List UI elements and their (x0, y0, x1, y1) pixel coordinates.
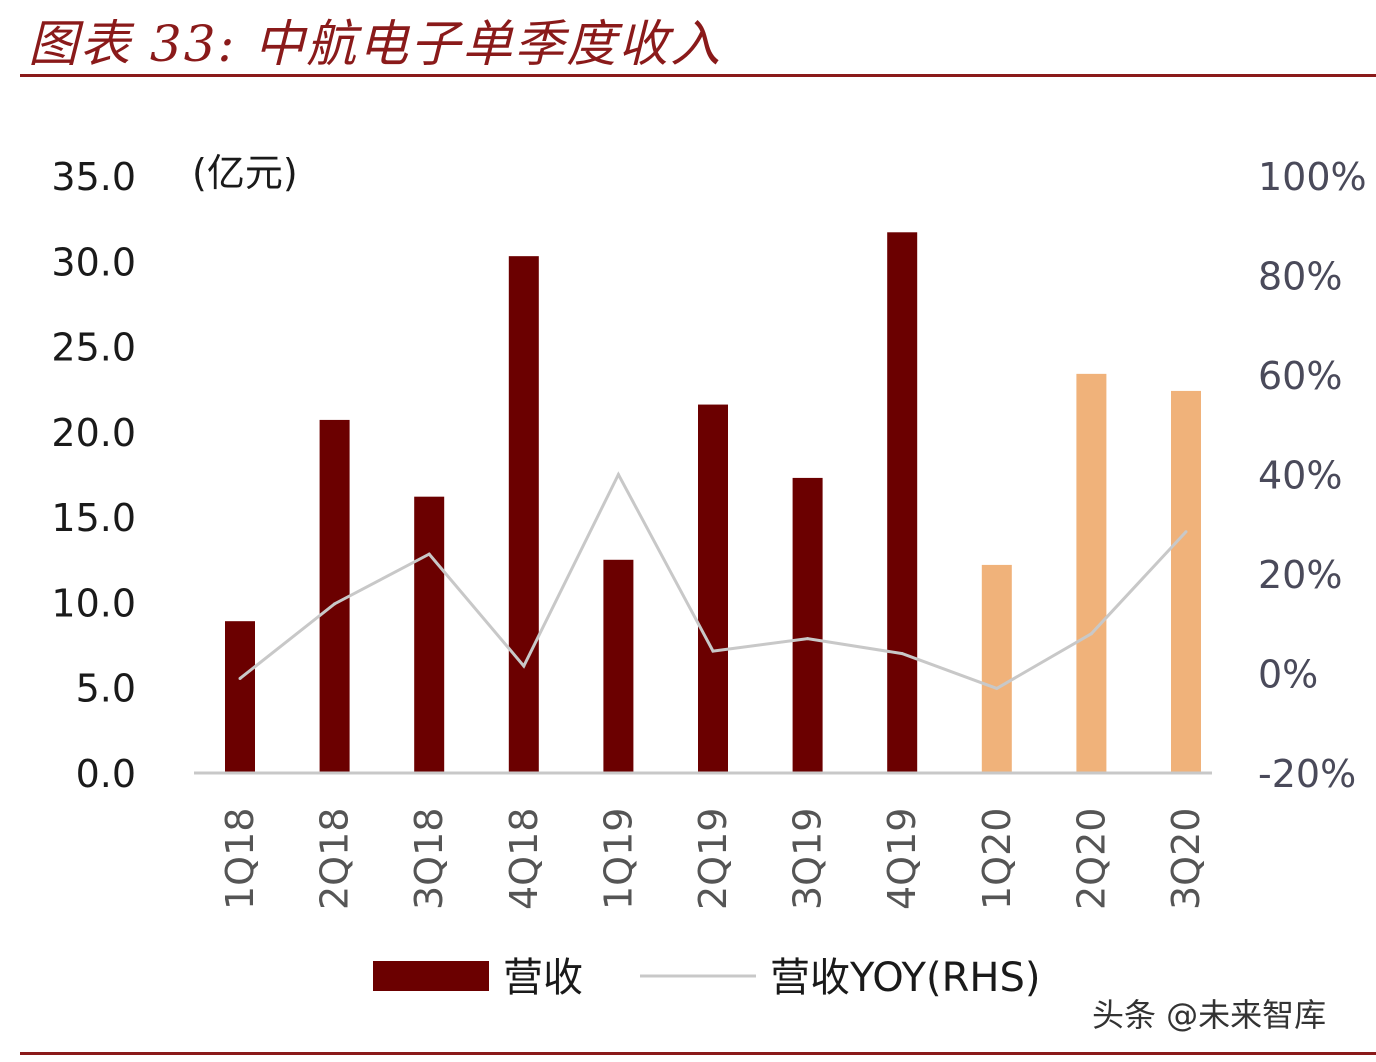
revenue-bar (603, 559, 634, 773)
x-axis-tick-label: 2Q18 (313, 808, 357, 910)
revenue-bar (1076, 373, 1107, 773)
revenue-bar (414, 496, 445, 773)
yoy-point (616, 473, 620, 476)
yoy-point (238, 676, 242, 680)
x-axis-tick-label: 2Q20 (1069, 808, 1113, 910)
right-axis-tick-label: -20% (1258, 752, 1356, 796)
legend-bar-label: 营收 (503, 955, 583, 1001)
right-axis: -20% 0% 20% 40% 60% 80% 100% (1258, 155, 1367, 796)
yoy-point (1089, 632, 1093, 636)
bottom-rule (20, 1052, 1376, 1055)
x-axis-tick-label: 1Q20 (975, 808, 1019, 910)
yoy-point (427, 552, 431, 556)
yoy-point (806, 637, 810, 641)
yoy-point (900, 652, 904, 656)
left-axis-tick-label: 30.0 (51, 240, 136, 284)
x-axis-tick-label: 4Q19 (880, 808, 924, 910)
right-axis-tick-label: 40% (1258, 454, 1342, 498)
left-axis-tick-label: 5.0 (76, 667, 136, 711)
left-axis: 0.0 5.0 10.0 15.0 20.0 25.0 30.0 35.0 (51, 155, 136, 796)
x-axis-tick-label: 3Q18 (407, 808, 451, 910)
yoy-line-series (238, 471, 1188, 691)
x-axis-labels: 1Q18 2Q18 3Q18 4Q18 1Q19 2Q19 3Q19 4Q19 1Q20 2Q20… (218, 808, 1208, 910)
left-axis-tick-label: 20.0 (51, 411, 136, 455)
revenue-bar (981, 564, 1012, 773)
x-axis-tick-label: 2Q19 (691, 808, 735, 910)
revenue-bar (1171, 390, 1201, 773)
x-axis-tick-label: 3Q19 (786, 808, 830, 910)
left-axis-tick-label: 25.0 (51, 326, 136, 370)
left-axis-tick-label: 15.0 (51, 496, 136, 540)
yoy-point (1184, 530, 1188, 534)
yoy-point (995, 686, 999, 690)
title-rule (20, 74, 1376, 77)
right-axis-tick-label: 20% (1258, 553, 1342, 597)
legend: 营收 营收YOY(RHS) (373, 955, 1040, 1001)
watermark: 头条 @未来智库 (1092, 996, 1326, 1034)
x-axis-tick-label: 3Q20 (1164, 808, 1208, 910)
revenue-bar (887, 232, 918, 773)
revenue-bar (698, 404, 728, 773)
right-axis-tick-label: 60% (1258, 354, 1342, 398)
left-axis-tick-label: 35.0 (51, 155, 136, 199)
left-axis-tick-label: 10.0 (51, 581, 136, 625)
yoy-point (333, 602, 337, 606)
yoy-point (522, 664, 526, 668)
legend-bar-swatch (373, 961, 489, 991)
right-axis-tick-label: 80% (1258, 255, 1342, 299)
revenue-bar (508, 256, 539, 773)
x-axis-tick-label: 4Q18 (502, 808, 546, 910)
right-axis-tick-label: 100% (1258, 155, 1367, 199)
figure-title: 图表 33: 中航电子单季度收入 (28, 15, 723, 73)
revenue-bar (319, 419, 350, 773)
revenue-bar (225, 621, 255, 773)
legend-line-label: 营收YOY(RHS) (770, 955, 1040, 1001)
right-axis-tick-label: 0% (1258, 653, 1318, 697)
x-axis-tick-label: 1Q18 (218, 808, 262, 910)
x-axis-tick-label: 1Q19 (596, 808, 640, 910)
unit-label: (亿元) (192, 151, 298, 195)
bar-series (225, 232, 1201, 773)
left-axis-tick-label: 0.0 (76, 752, 136, 796)
yoy-point (711, 649, 715, 653)
revenue-bar (792, 477, 823, 773)
